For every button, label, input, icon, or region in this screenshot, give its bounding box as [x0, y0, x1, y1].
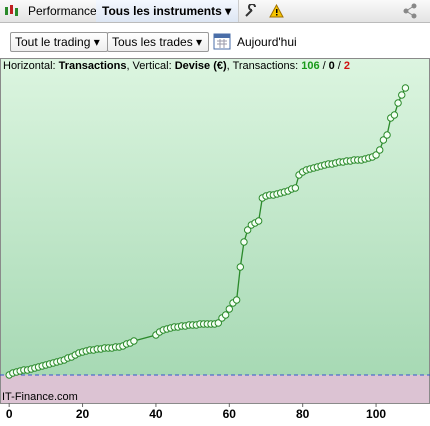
data-point	[383, 131, 391, 139]
data-point	[394, 99, 402, 107]
selector-text: Tous les instruments	[102, 4, 222, 18]
data-point	[398, 91, 406, 99]
data-point	[232, 296, 241, 304]
data-point	[130, 337, 138, 345]
data-point	[291, 184, 300, 192]
header-label: , Transactions:	[227, 60, 299, 72]
data-point	[376, 146, 384, 154]
data-point	[240, 238, 248, 246]
chart-header: Horizontal: Transactions, Vertical: Devise…	[3, 60, 350, 72]
header-value: Transactions	[59, 60, 127, 72]
data-point	[221, 311, 230, 319]
transaction-count: 2	[344, 60, 350, 72]
loss-region	[0, 375, 430, 403]
count-separator: /	[338, 60, 342, 72]
settings-icon[interactable]	[244, 4, 258, 18]
data-point	[254, 217, 263, 225]
transaction-count: 0	[329, 60, 335, 72]
count-separator: /	[323, 60, 327, 72]
app-icon	[5, 5, 18, 16]
data-point	[236, 263, 245, 271]
date-label[interactable]: Aujourd'hui	[237, 35, 297, 49]
x-tick-label: 0	[6, 407, 13, 421]
toolbar: Performance Tous les instruments ▾	[0, 0, 430, 23]
data-point	[372, 151, 380, 159]
data-point	[390, 111, 399, 119]
data-point	[379, 136, 388, 144]
x-tick-label: 40	[149, 407, 163, 421]
filter-text: Tous les trades	[112, 35, 193, 49]
header-value: Devise (€)	[175, 60, 227, 72]
header-label: Horizontal:	[3, 60, 56, 72]
x-tick-label: 60	[223, 407, 237, 421]
x-tick-label: 100	[366, 407, 386, 421]
filter-text: Tout le trading	[15, 35, 91, 49]
instrument-selector[interactable]: Tous les instruments ▾	[96, 0, 239, 22]
data-point	[243, 226, 252, 234]
watermark: IT-Finance.com	[2, 391, 78, 403]
data-point	[214, 319, 223, 327]
share-icon[interactable]	[402, 3, 418, 19]
transaction-count: 106	[301, 60, 319, 72]
data-point	[401, 84, 410, 92]
trades-filter[interactable]: Tous les trades ▾	[107, 32, 209, 52]
x-tick-label: 80	[296, 407, 310, 421]
header-label: , Vertical:	[126, 60, 171, 72]
warning-icon[interactable]	[269, 4, 284, 18]
calendar-icon[interactable]	[213, 31, 233, 51]
data-point	[225, 305, 234, 313]
x-tick-label: 20	[76, 407, 90, 421]
